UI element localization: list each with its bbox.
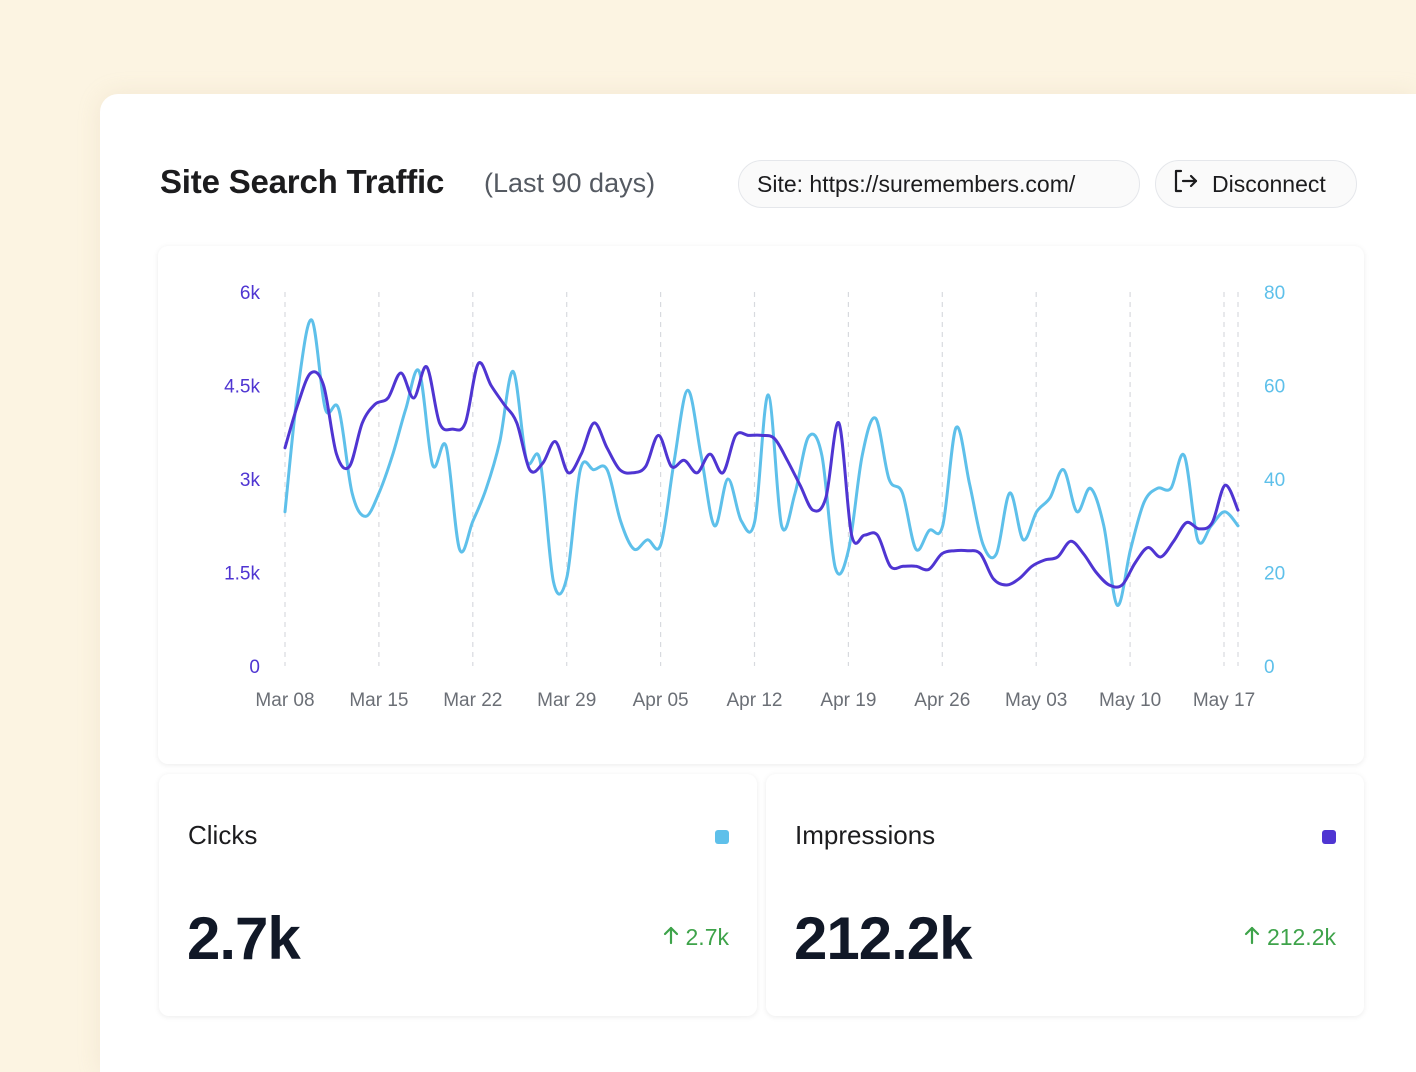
site-url-badge: Site: https://suremembers.com/ bbox=[738, 160, 1140, 208]
traffic-line-chart: Mar 08 Mar 15 Mar 22 Mar 29 Apr 05 Apr 12 Apr … bbox=[224, 283, 1285, 711]
impressions-value: 212.2k bbox=[794, 905, 973, 972]
x-tick-label: Apr 26 bbox=[914, 690, 970, 711]
date-range-label: (Last 90 days) bbox=[484, 168, 656, 198]
disconnect-label: Disconnect bbox=[1212, 170, 1326, 197]
x-tick-label: Apr 05 bbox=[633, 690, 689, 711]
impressions-change-value: 212.2k bbox=[1266, 924, 1336, 950]
clicks-value: 2.7k bbox=[187, 905, 301, 972]
impressions-series-line bbox=[283, 361, 1240, 589]
impressions-label: Impressions bbox=[795, 820, 936, 850]
impressions-stat-card: Impressions 212.2k 212.2k bbox=[766, 774, 1364, 1016]
site-url-label: Site: https://suremembers.com/ bbox=[757, 170, 1076, 197]
x-tick-label: May 10 bbox=[1099, 690, 1161, 711]
y-left-tick-label: 0 bbox=[249, 657, 260, 678]
page-title: Site Search Traffic bbox=[160, 163, 445, 200]
y-right-tick-label: 20 bbox=[1264, 564, 1285, 585]
x-tick-label: Apr 19 bbox=[820, 690, 876, 711]
logout-icon bbox=[1172, 168, 1212, 200]
y-right-tick-label: 40 bbox=[1264, 470, 1285, 491]
clicks-legend-swatch bbox=[715, 830, 729, 844]
clicks-label: Clicks bbox=[188, 820, 258, 850]
y-left-tick-label: 3k bbox=[240, 470, 261, 491]
impressions-legend-swatch bbox=[1322, 830, 1336, 844]
disconnect-button[interactable]: Disconnect bbox=[1155, 160, 1357, 208]
y-right-tick-label: 60 bbox=[1264, 377, 1285, 398]
x-tick-label: May 17 bbox=[1193, 690, 1255, 711]
impressions-change: 212.2k bbox=[1243, 924, 1336, 951]
clicks-change-value: 2.7k bbox=[685, 924, 729, 950]
arrow-up-icon bbox=[662, 924, 686, 951]
y-left-tick-label: 1.5k bbox=[224, 564, 260, 585]
page-backdrop bbox=[0, 0, 100, 1072]
y-left-tick-label: 4.5k bbox=[224, 377, 260, 398]
clicks-change: 2.7k bbox=[662, 924, 729, 951]
x-tick-label: Mar 15 bbox=[349, 690, 408, 711]
x-tick-label: Apr 12 bbox=[727, 690, 783, 711]
x-tick-label: Mar 08 bbox=[255, 690, 314, 711]
arrow-up-icon bbox=[1243, 924, 1267, 951]
x-tick-label: Mar 22 bbox=[443, 690, 502, 711]
x-tick-label: Mar 29 bbox=[537, 690, 596, 711]
clicks-series-line bbox=[283, 318, 1240, 607]
traffic-chart-card: Mar 08 Mar 15 Mar 22 Mar 29 Apr 05 Apr 12 Apr … bbox=[158, 246, 1364, 764]
clicks-stat-card: Clicks 2.7k 2.7k bbox=[159, 774, 757, 1016]
y-right-tick-label: 80 bbox=[1264, 283, 1285, 304]
y-right-tick-label: 0 bbox=[1264, 657, 1275, 678]
x-tick-label: May 03 bbox=[1005, 690, 1067, 711]
y-left-tick-label: 6k bbox=[240, 283, 261, 304]
